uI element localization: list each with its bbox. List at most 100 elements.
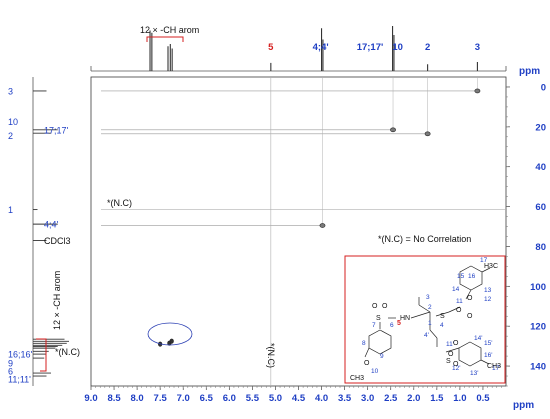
x-tick-label-5: 6.5 (200, 393, 214, 404)
top-peak-label-4: 2 (425, 42, 430, 53)
structure-atom: O (364, 360, 370, 367)
structure-atom-number: 7 (372, 322, 376, 329)
structure-atom-number: 11 (456, 298, 463, 305)
structure-atom-number: 12' (452, 365, 460, 372)
structure-atom-number: 15' (484, 340, 492, 347)
x-tick-label-8: 5.0 (269, 393, 282, 404)
y-axis-title: ppm (519, 66, 540, 77)
x-tick-label-3: 7.5 (154, 393, 168, 404)
left-peak-label-4: 1 (8, 205, 13, 215)
x-tick-label-10: 4.0 (315, 393, 328, 404)
left-peak-label-10: 11;11' (8, 375, 31, 385)
x-tick-label-13: 2.5 (384, 393, 398, 404)
structure-atom-number-red: 5 (397, 320, 401, 327)
x-tick-label-16: 1.0 (453, 393, 466, 404)
structure-atom: O (453, 340, 459, 347)
structure-atom: O (382, 303, 388, 310)
molecular-structure (364, 265, 491, 367)
left-group-label: 12 × -CH arom (52, 271, 62, 330)
structure-atom: S (376, 315, 381, 322)
cross-peak-3 (319, 223, 326, 228)
x-tick-label-14: 2.0 (407, 393, 420, 404)
structure-atom-number: 1 (428, 320, 432, 327)
structure-atom: S (446, 358, 451, 365)
structure-atom-number: 16' (484, 352, 492, 359)
x-tick-label-1: 8.5 (107, 393, 121, 404)
x-tick-label-7: 5.5 (246, 393, 260, 404)
x-tick-label-2: 8.0 (131, 393, 144, 404)
top-peak-label-3: 10 (392, 42, 403, 53)
structure-atom-number: 16 (468, 273, 476, 280)
left-peak-label-2: 17;17' (44, 126, 69, 136)
structure-atom-number: 14 (452, 286, 460, 293)
left-group-bracket (36, 338, 47, 372)
structure-atom: HN (400, 315, 410, 322)
nc-marker-quaternary: *(N.C) (55, 347, 80, 357)
structure-atom-number: 10 (371, 368, 379, 375)
x-tick-label-4: 7.0 (177, 393, 190, 404)
no-correlation-legend: *(N.C) = No Correlation (378, 234, 471, 244)
x-tick-label-0: 9.0 (84, 393, 97, 404)
structure-atom-number: 14' (474, 335, 482, 342)
x-tick-label-15: 1.5 (430, 393, 444, 404)
left-peak-label-9: 6 (8, 367, 13, 377)
structure-atom-number: 4 (440, 322, 444, 329)
y-tick-label-4: 80 (535, 242, 546, 253)
structure-atom: CH3 (487, 363, 501, 370)
left-peak-label-3: 2 (8, 131, 13, 141)
structure-box (344, 255, 506, 384)
structure-atom: O (467, 313, 473, 320)
structure-atom-number: 8 (362, 340, 366, 347)
y-tick-label-7: 140 (530, 362, 546, 373)
y-tick-label-3: 60 (535, 202, 546, 213)
cross-peak-2 (424, 131, 431, 137)
nc-marker-proton-5: *(N.C) (266, 343, 276, 368)
structure-atom: O (453, 361, 459, 368)
top-group-label: 12 × -CH arom (140, 25, 199, 35)
y-tick-label-1: 20 (535, 122, 546, 133)
left-peak-label-6: CDCl3 (44, 236, 71, 246)
left-peak-label-5: 4;4' (44, 220, 59, 230)
y-tick-label-5: 100 (530, 282, 546, 293)
structure-atom-number: 11' (446, 341, 454, 348)
cross-peak-1 (390, 127, 396, 133)
structure-atom: CH3 (350, 375, 364, 382)
structure-atom-number: 2 (428, 304, 432, 311)
aromatic-cross-peak-cluster (147, 322, 193, 346)
y-tick-label-2: 40 (535, 162, 546, 173)
y-tick-label-0: 0 (541, 82, 546, 93)
left-peak-label-8: 9 (8, 359, 13, 369)
structure-atom-number: 17' (492, 365, 500, 372)
left-peak-label-0: 3 (8, 86, 13, 96)
structure-atom: H3C (484, 263, 498, 270)
structure-atom: O (467, 295, 473, 302)
left-peak-label-7: 16;16' (8, 350, 33, 360)
top-peak-label-1: 4;4' (313, 42, 329, 53)
structure-atom-number: 3 (426, 294, 430, 301)
top-peak-label-0: 5 (268, 42, 274, 53)
top-peak-label-5: 3 (475, 42, 480, 53)
cross-peak-6 (169, 338, 174, 344)
top-group-bracket (146, 36, 184, 42)
structure-atom-number: 6 (390, 322, 394, 329)
structure-atom: O (456, 307, 462, 314)
structure-atom: O (372, 303, 378, 310)
x-tick-label-12: 3.0 (361, 393, 374, 404)
structure-atom-number: 4' (424, 332, 429, 339)
x-axis-title: ppm (513, 400, 534, 411)
structure-atom-number: 15 (457, 273, 465, 280)
x-tick-label-9: 4.5 (292, 393, 306, 404)
x-tick-label-6: 6.0 (223, 393, 236, 404)
structure-atom-number: 13 (484, 287, 492, 294)
left-peak-label-1: 10 (8, 117, 18, 127)
y-tick-label-6: 120 (530, 322, 546, 333)
structure-atom-number: 17 (480, 257, 488, 264)
nc-marker-carbon-1: *(N.C) (107, 198, 132, 208)
structure-atom-number: 9 (380, 353, 384, 360)
x-tick-label-11: 3.5 (338, 393, 352, 404)
cross-peak-0 (474, 88, 481, 94)
top-peak-label-2: 17;17' (357, 42, 384, 53)
plot-frame (90, 76, 507, 387)
structure-atom: O (448, 351, 454, 358)
